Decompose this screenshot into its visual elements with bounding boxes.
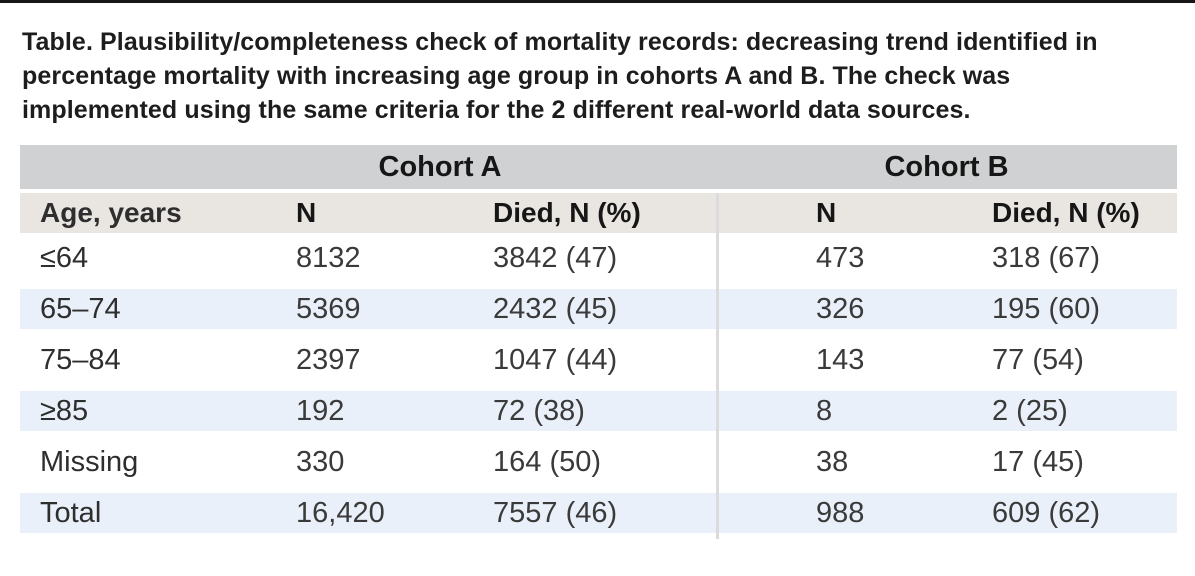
cell-cohort-a-n: 5369	[296, 292, 361, 325]
header-gap	[20, 189, 1177, 193]
cell-cohort-a-died: 7557 (46)	[493, 496, 618, 529]
cell-age: ≥85	[40, 394, 89, 427]
column-header-died-b: Died, N (%)	[992, 197, 1140, 228]
table-row-total: Total 16,420 7557 (46) 988 609 (62)	[20, 488, 1177, 539]
column-header-age: Age, years	[40, 197, 182, 228]
mortality-table: Cohort A Cohort B Age, years N Died, N (…	[20, 145, 1177, 539]
table-caption: Table. Plausibility/completeness check o…	[22, 28, 1098, 124]
table-row: 75–84 2397 1047 (44) 143 77 (54)	[20, 335, 1177, 386]
table-row: 65–74 5369 2432 (45) 326 195 (60)	[20, 284, 1177, 335]
cohort-column-divider	[716, 193, 719, 539]
cohort-header-row: Cohort A Cohort B	[20, 145, 1177, 189]
column-header-n-b: N	[816, 197, 837, 228]
cell-cohort-b-died: 195 (60)	[992, 292, 1101, 325]
cell-cohort-b-n: 8	[816, 394, 833, 427]
table-row: ≥85 192 72 (38) 8 2 (25)	[20, 386, 1177, 437]
cell-cohort-b-n: 326	[816, 292, 865, 325]
cell-cohort-a-n: 8132	[296, 242, 361, 274]
cell-age: ≤64	[40, 242, 89, 274]
cell-cohort-a-died: 2432 (45)	[493, 292, 618, 325]
cell-cohort-a-n: 192	[296, 394, 345, 427]
cell-cohort-b-died: 77 (54)	[992, 344, 1084, 376]
cell-cohort-b-n: 988	[816, 496, 865, 529]
cell-cohort-a-n: 16,420	[296, 496, 385, 529]
cell-cohort-b-n: 143	[816, 344, 865, 376]
column-header-n-a: N	[296, 197, 317, 228]
cell-cohort-b-died: 609 (62)	[992, 496, 1101, 529]
cell-cohort-b-n: 38	[816, 446, 849, 478]
cohort-a-header: Cohort A	[378, 150, 502, 183]
cell-cohort-a-died: 3842 (47)	[493, 242, 618, 274]
cell-cohort-a-n: 330	[296, 446, 345, 478]
cell-cohort-a-died: 1047 (44)	[493, 344, 618, 376]
column-header-died-a: Died, N (%)	[493, 197, 641, 228]
cohort-b-header: Cohort B	[884, 150, 1009, 183]
cell-cohort-b-died: 2 (25)	[992, 394, 1068, 427]
cell-cohort-a-n: 2397	[296, 344, 361, 376]
cell-cohort-b-n: 473	[816, 242, 865, 274]
cell-cohort-b-died: 318 (67)	[992, 242, 1101, 274]
cell-cohort-a-died: 72 (38)	[493, 394, 585, 427]
top-border	[0, 0, 1195, 3]
cell-age: Total	[40, 496, 102, 529]
table-row: Missing 330 164 (50) 38 17 (45)	[20, 437, 1177, 488]
cell-age: Missing	[40, 446, 139, 478]
column-header-row: Age, years N Died, N (%) N Died, N (%)	[20, 193, 1177, 233]
table-row: ≤64 8132 3842 (47) 473 318 (67)	[20, 233, 1177, 284]
cell-age: 75–84	[40, 344, 121, 376]
cell-age: 65–74	[40, 292, 121, 325]
cell-cohort-a-died: 164 (50)	[493, 446, 602, 478]
cell-cohort-b-died: 17 (45)	[992, 446, 1084, 478]
